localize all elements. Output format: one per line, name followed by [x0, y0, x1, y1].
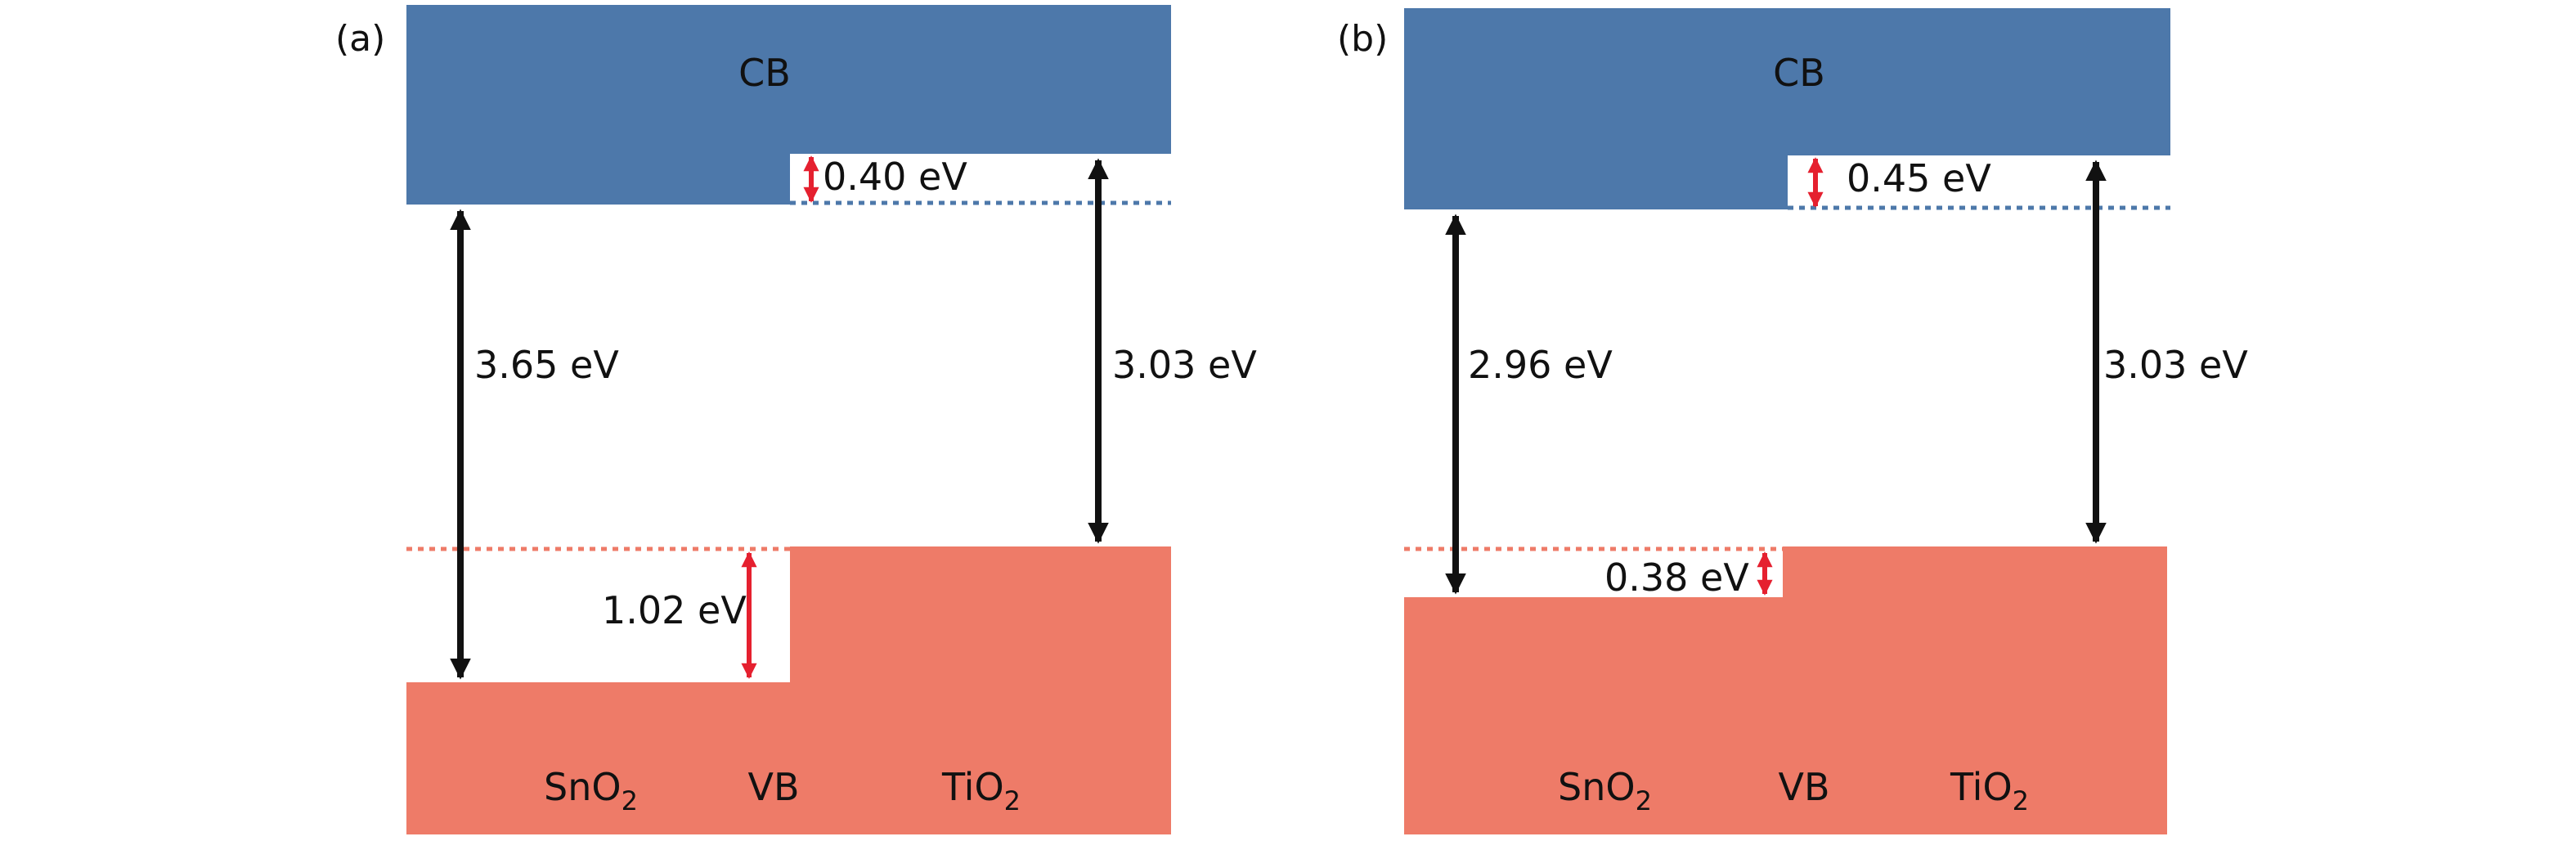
panel-a-left-material-label: SnO2 [544, 765, 638, 816]
panel-b-conduction-band [1404, 8, 2170, 209]
panel-a-label: (a) [335, 18, 385, 60]
panel-a-vb-offset-label: 1.02 eV [602, 588, 747, 632]
panel-b-right-material-label: TiO2 [1950, 765, 2029, 816]
panel-b-snO2-gap-label: 2.96 eV [1468, 343, 1613, 387]
panel-a-right-material-label: TiO2 [941, 765, 1021, 816]
panel-b-cb-label: CB [1773, 51, 1825, 95]
panel-b-left-material-label: SnO2 [1558, 765, 1652, 816]
panel-a-valence-band [406, 546, 1171, 834]
panel-a-snO2-gap-label: 3.65 eV [474, 343, 619, 387]
panel-b: (b) CB 2.96 eV 3.03 eV 0.45 eV 0.38 eV S… [1337, 8, 2248, 834]
panel-a-cb-offset-label: 0.40 eV [823, 155, 967, 199]
panel-b-vb-label: VB [1778, 765, 1829, 809]
panel-a-cb-label: CB [738, 51, 791, 95]
panel-a-vb-label: VB [747, 765, 799, 809]
panel-b-label: (b) [1337, 18, 1388, 60]
panel-a-conduction-band [406, 5, 1171, 205]
panel-b-vb-offset-label: 0.38 eV [1604, 555, 1749, 600]
panel-b-valence-band [1404, 546, 2167, 834]
panel-b-tiO2-gap-label: 3.03 eV [2103, 343, 2248, 387]
panel-b-cb-offset-label: 0.45 eV [1847, 156, 1991, 200]
panel-a: (a) CB 3.65 eV 3.03 eV 0.40 eV 1.02 eV S… [335, 5, 1257, 834]
panel-a-tiO2-gap-label: 3.03 eV [1112, 343, 1257, 387]
